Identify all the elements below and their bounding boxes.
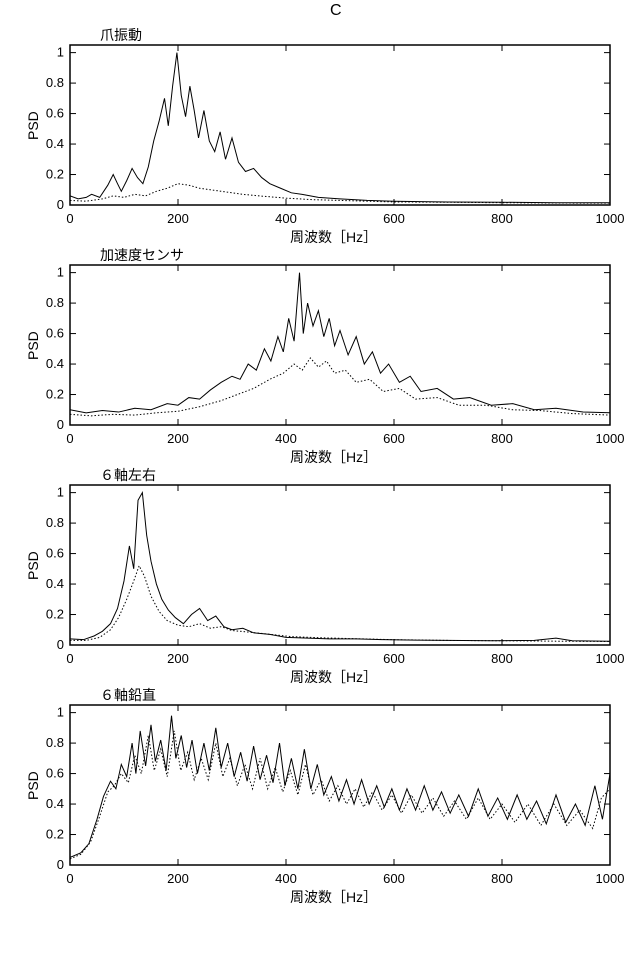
svg-text:200: 200 xyxy=(167,431,189,446)
svg-text:1: 1 xyxy=(57,485,64,500)
svg-text:1000: 1000 xyxy=(596,211,625,226)
svg-text:200: 200 xyxy=(167,651,189,666)
svg-text:400: 400 xyxy=(275,211,297,226)
y-axis-label: PSD xyxy=(25,771,41,800)
svg-text:1000: 1000 xyxy=(596,871,625,886)
y-axis-label: PSD xyxy=(25,551,41,580)
plot-svg: 0 200 400 600 800 1000 0 0.2 0.4 0.6 0.8 1 xyxy=(40,455,640,675)
svg-text:400: 400 xyxy=(275,431,297,446)
svg-text:0: 0 xyxy=(66,211,73,226)
svg-text:0: 0 xyxy=(57,417,64,432)
svg-text:0.4: 0.4 xyxy=(46,356,64,371)
svg-text:600: 600 xyxy=(383,211,405,226)
svg-text:0.4: 0.4 xyxy=(46,576,64,591)
svg-text:0.8: 0.8 xyxy=(46,735,64,750)
svg-text:0.8: 0.8 xyxy=(46,75,64,90)
y-axis-label: PSD xyxy=(25,331,41,360)
svg-text:0: 0 xyxy=(66,871,73,886)
svg-text:600: 600 xyxy=(383,651,405,666)
y-axis-label: PSD xyxy=(25,111,41,140)
svg-text:1000: 1000 xyxy=(596,431,625,446)
svg-text:400: 400 xyxy=(275,651,297,666)
series-dotted xyxy=(70,731,610,859)
svg-text:0.2: 0.2 xyxy=(46,167,64,182)
series-dotted xyxy=(70,184,610,204)
svg-text:0: 0 xyxy=(66,431,73,446)
plot-svg: 0 200 400 600 800 1000 0 0.2 0.4 0.6 0.8 1 xyxy=(40,675,640,895)
plot-svg: 0 200 400 600 800 1000 0 0.2 0.4 0.6 0.8 1 xyxy=(40,235,640,455)
svg-text:1: 1 xyxy=(57,45,64,60)
svg-text:0.2: 0.2 xyxy=(46,607,64,622)
panel-6v: ６軸鉛直PSD周波数［Hz］0200400600800100000.20.40.… xyxy=(70,705,610,865)
svg-text:0.4: 0.4 xyxy=(46,136,64,151)
svg-text:800: 800 xyxy=(491,211,513,226)
series-solid xyxy=(70,493,610,642)
svg-text:0.6: 0.6 xyxy=(46,546,64,561)
plot-svg: 0 200 400 600 800 1000 0 0.2 0.4 0.6 0.8 1 xyxy=(40,15,640,235)
svg-text:200: 200 xyxy=(167,211,189,226)
series-dotted xyxy=(70,566,610,642)
svg-text:0.8: 0.8 xyxy=(46,515,64,530)
svg-text:200: 200 xyxy=(167,871,189,886)
svg-text:400: 400 xyxy=(275,871,297,886)
svg-text:0.6: 0.6 xyxy=(46,326,64,341)
svg-text:0: 0 xyxy=(66,651,73,666)
svg-text:0.6: 0.6 xyxy=(46,106,64,121)
svg-text:800: 800 xyxy=(491,871,513,886)
series-solid xyxy=(70,716,610,858)
svg-text:0: 0 xyxy=(57,857,64,872)
svg-text:800: 800 xyxy=(491,651,513,666)
series-dotted xyxy=(70,358,610,416)
figure-page: C 爪振動PSD周波数［Hz］0200400600800100000.20.40… xyxy=(0,0,640,961)
series-solid xyxy=(70,273,610,413)
svg-text:800: 800 xyxy=(491,431,513,446)
svg-text:0: 0 xyxy=(57,197,64,212)
panel-claw: 爪振動PSD周波数［Hz］0200400600800100000.20.40.6… xyxy=(70,45,610,205)
svg-text:1: 1 xyxy=(57,265,64,280)
svg-text:0.2: 0.2 xyxy=(46,387,64,402)
series-solid xyxy=(70,53,610,203)
svg-text:0: 0 xyxy=(57,637,64,652)
svg-text:0.2: 0.2 xyxy=(46,827,64,842)
svg-text:0.4: 0.4 xyxy=(46,796,64,811)
panel-accel: 加速度センサPSD周波数［Hz］0200400600800100000.20.4… xyxy=(70,265,610,425)
svg-text:600: 600 xyxy=(383,431,405,446)
svg-text:600: 600 xyxy=(383,871,405,886)
panel-6lr: ６軸左右PSD周波数［Hz］0200400600800100000.20.40.… xyxy=(70,485,610,645)
svg-text:1000: 1000 xyxy=(596,651,625,666)
svg-text:1: 1 xyxy=(57,705,64,720)
svg-text:0.8: 0.8 xyxy=(46,295,64,310)
svg-text:0.6: 0.6 xyxy=(46,766,64,781)
